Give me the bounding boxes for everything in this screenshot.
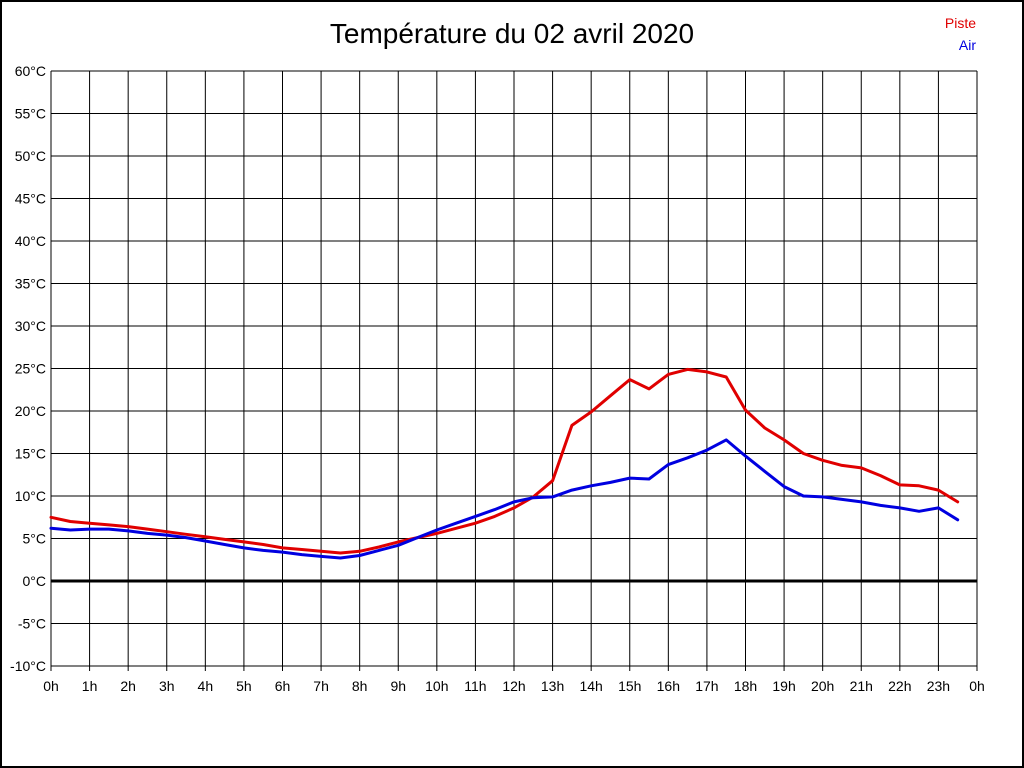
- x-tick-label: 22h: [888, 678, 911, 694]
- x-tick-label: 6h: [275, 678, 291, 694]
- x-tick-label: 3h: [159, 678, 175, 694]
- y-tick-label: 20°C: [15, 403, 46, 419]
- y-tick-label: 0°C: [23, 573, 47, 589]
- x-tick-label: 7h: [313, 678, 329, 694]
- y-tick-label: 25°C: [15, 361, 46, 377]
- legend-item-air: Air: [958, 37, 976, 53]
- air-line: [49, 438, 960, 560]
- x-tick-label: 10h: [425, 678, 448, 694]
- y-tick-label: 5°C: [23, 531, 47, 547]
- x-tick-label: 20h: [811, 678, 834, 694]
- y-axis-labels: 60°C 55°C 50°C 45°C 40°C 35°C 30°C 25°C 20°C 15°C…: [10, 63, 46, 674]
- x-tick-label: 13h: [541, 678, 564, 694]
- y-tick-label: 45°C: [15, 191, 46, 207]
- x-tick-label: 9h: [390, 678, 406, 694]
- series-lines: [49, 367, 960, 560]
- x-tick-label: 2h: [120, 678, 136, 694]
- x-tick-label: 0h: [969, 678, 985, 694]
- piste-line: [49, 367, 960, 555]
- x-tick-label: 18h: [734, 678, 757, 694]
- x-tick-label: 4h: [198, 678, 214, 694]
- y-tick-label: 10°C: [15, 488, 46, 504]
- y-tick-label: 40°C: [15, 233, 46, 249]
- y-tick-label: -10°C: [10, 658, 46, 674]
- y-tick-label: -5°C: [18, 616, 46, 632]
- legend: Piste Air: [945, 12, 976, 56]
- y-tick-label: 15°C: [15, 446, 46, 462]
- x-tick-label: 8h: [352, 678, 368, 694]
- x-tick-label: 0h: [43, 678, 59, 694]
- x-tick-label: 19h: [772, 678, 795, 694]
- x-tick-label: 23h: [927, 678, 950, 694]
- y-tick-label: 50°C: [15, 148, 46, 164]
- grid: [50, 70, 978, 667]
- y-tick-label: 35°C: [15, 276, 46, 292]
- x-tick-label: 17h: [695, 678, 718, 694]
- legend-item-piste: Piste: [944, 15, 976, 31]
- y-tick-label: 30°C: [15, 318, 46, 334]
- x-tick-label: 5h: [236, 678, 252, 694]
- x-tick-label: 14h: [579, 678, 602, 694]
- x-tick-label: 16h: [657, 678, 680, 694]
- y-tick-label: 60°C: [15, 63, 46, 79]
- x-tick-label: 21h: [850, 678, 873, 694]
- x-tick-label: 15h: [618, 678, 641, 694]
- x-axis-labels: 0h 1h 2h 3h 4h 5h 6h 7h 8h 9h 10h 11h 12h 13h 14h 15h 16…: [43, 678, 985, 694]
- x-tick-label: 12h: [502, 678, 525, 694]
- y-tick-label: 55°C: [15, 106, 46, 122]
- x-axis-ticks: [50, 666, 978, 671]
- x-tick-label: 11h: [464, 678, 486, 694]
- x-tick-label: 1h: [82, 678, 98, 694]
- page-title: Température du 02 avril 2020: [329, 18, 695, 49]
